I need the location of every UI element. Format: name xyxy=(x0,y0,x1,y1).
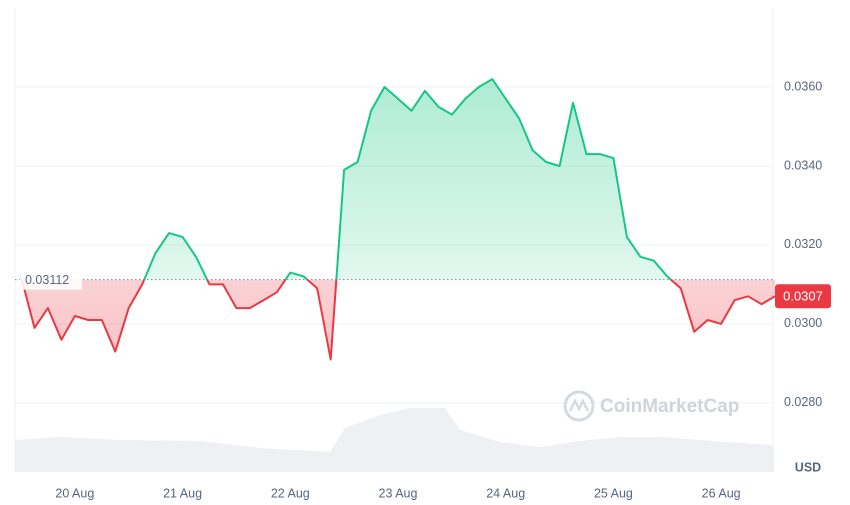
price-line xyxy=(20,78,776,361)
x-tick-label: 25 Aug xyxy=(594,486,633,500)
currency-label: USD xyxy=(795,460,821,474)
x-tick-label: 24 Aug xyxy=(486,486,525,500)
y-tick-label: 0.0360 xyxy=(784,79,822,93)
reference-label-bg xyxy=(20,269,82,290)
area-up xyxy=(21,79,671,280)
reference-label: 0.03112 xyxy=(25,273,69,287)
x-tick-label: 21 Aug xyxy=(163,486,202,500)
x-tick-label: 26 Aug xyxy=(702,486,741,500)
watermark: CoinMarketCap xyxy=(563,390,739,422)
last-price-badge xyxy=(775,284,831,309)
last-price-label: 0.0307 xyxy=(783,289,823,304)
area-down xyxy=(21,279,775,360)
plot: 0.03112 0.0307 xyxy=(15,78,831,361)
volume-area xyxy=(15,408,773,472)
x-tick-label: 20 Aug xyxy=(55,486,94,500)
y-tick-label: 0.0340 xyxy=(784,158,822,172)
y-tick-label: 0.0300 xyxy=(784,316,822,330)
x-tick-label: 23 Aug xyxy=(379,486,418,500)
y-tick-label: 0.0320 xyxy=(784,237,822,251)
watermark-text: CoinMarketCap xyxy=(600,396,739,417)
x-tick-label: 22 Aug xyxy=(271,486,310,500)
y-tick-label: 0.0280 xyxy=(784,395,822,409)
